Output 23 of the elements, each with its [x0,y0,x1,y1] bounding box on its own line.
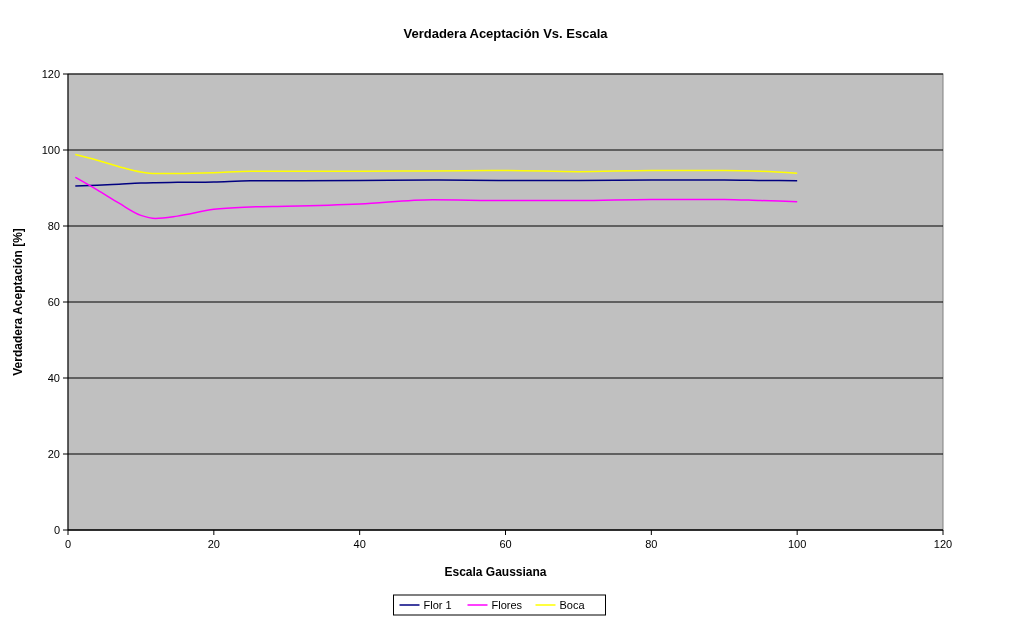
y-tick-label: 60 [47,295,60,308]
y-tick-label: 0 [53,523,60,536]
y-tick-label: 20 [47,447,60,460]
x-tick-label: 40 [353,538,366,550]
x-tick-label: 100 [787,538,807,550]
legend-label: Boca [559,598,586,611]
chart-title: Verdadera Aceptación Vs. Escala [403,26,609,41]
x-axis-title: Escala Gaussiana [444,565,547,579]
line-series [74,179,798,187]
y-tick-label: 80 [47,219,60,232]
x-tick-label: 0 [64,538,72,550]
x-tick-label: 80 [645,538,658,550]
legend-label: Flor 1 [423,598,452,611]
y-axis-title: Verdadera Aceptación [%] [11,228,25,376]
y-tick-label: 100 [41,143,60,156]
x-tick-label: 60 [499,538,512,550]
y-tick-label: 120 [41,67,60,80]
x-tick-label: 20 [207,538,220,550]
line-series [74,153,798,175]
x-tick-label: 120 [933,538,953,550]
line-series [74,176,798,220]
y-tick-label: 40 [47,371,60,384]
legend-label: Flores [491,598,523,611]
